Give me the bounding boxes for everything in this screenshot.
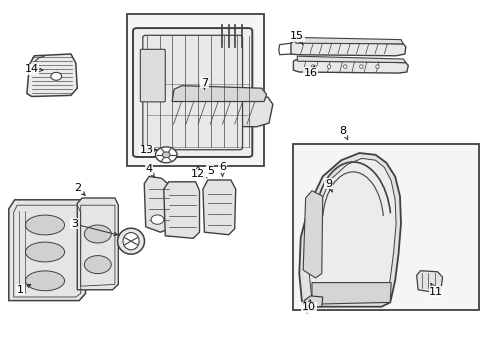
Text: 15: 15: [290, 31, 304, 44]
Ellipse shape: [25, 271, 64, 291]
Text: 5: 5: [203, 166, 213, 179]
Ellipse shape: [359, 65, 362, 68]
Text: 1: 1: [17, 284, 31, 295]
Polygon shape: [308, 158, 395, 302]
Text: 12: 12: [191, 166, 204, 179]
Ellipse shape: [84, 225, 111, 243]
FancyBboxPatch shape: [133, 28, 252, 157]
Circle shape: [155, 147, 177, 163]
Polygon shape: [144, 176, 172, 232]
Text: 6: 6: [219, 162, 225, 176]
Text: 4: 4: [145, 164, 154, 177]
Polygon shape: [297, 56, 405, 63]
Polygon shape: [172, 86, 266, 102]
Text: 11: 11: [428, 283, 442, 297]
Ellipse shape: [327, 65, 330, 68]
Ellipse shape: [375, 65, 379, 68]
Text: 7: 7: [201, 78, 207, 89]
Polygon shape: [77, 198, 118, 290]
Circle shape: [162, 152, 170, 158]
Polygon shape: [304, 296, 322, 307]
Text: 14: 14: [25, 64, 43, 74]
Circle shape: [51, 72, 61, 80]
Polygon shape: [295, 37, 403, 44]
Ellipse shape: [84, 256, 111, 274]
Bar: [127, 14, 264, 166]
FancyBboxPatch shape: [142, 35, 242, 150]
Circle shape: [151, 215, 163, 224]
Ellipse shape: [343, 65, 346, 68]
Polygon shape: [9, 200, 85, 301]
Ellipse shape: [25, 215, 64, 235]
Polygon shape: [293, 60, 407, 73]
Polygon shape: [290, 41, 405, 56]
Polygon shape: [203, 180, 235, 235]
Ellipse shape: [25, 242, 64, 262]
Text: 10: 10: [302, 300, 315, 312]
Polygon shape: [163, 182, 199, 238]
Polygon shape: [299, 153, 400, 307]
Polygon shape: [303, 191, 322, 278]
Text: 2: 2: [74, 183, 85, 195]
Ellipse shape: [123, 233, 139, 250]
Polygon shape: [416, 271, 442, 292]
Ellipse shape: [118, 228, 144, 254]
Text: 9: 9: [325, 179, 331, 192]
Text: 13: 13: [140, 145, 157, 156]
Polygon shape: [165, 95, 272, 127]
Text: 16: 16: [303, 66, 317, 78]
Text: 8: 8: [339, 126, 347, 139]
Polygon shape: [311, 283, 390, 304]
Polygon shape: [27, 54, 77, 96]
Text: 3: 3: [71, 219, 117, 236]
Bar: [293, 144, 478, 310]
Ellipse shape: [311, 65, 314, 68]
FancyBboxPatch shape: [140, 49, 165, 102]
